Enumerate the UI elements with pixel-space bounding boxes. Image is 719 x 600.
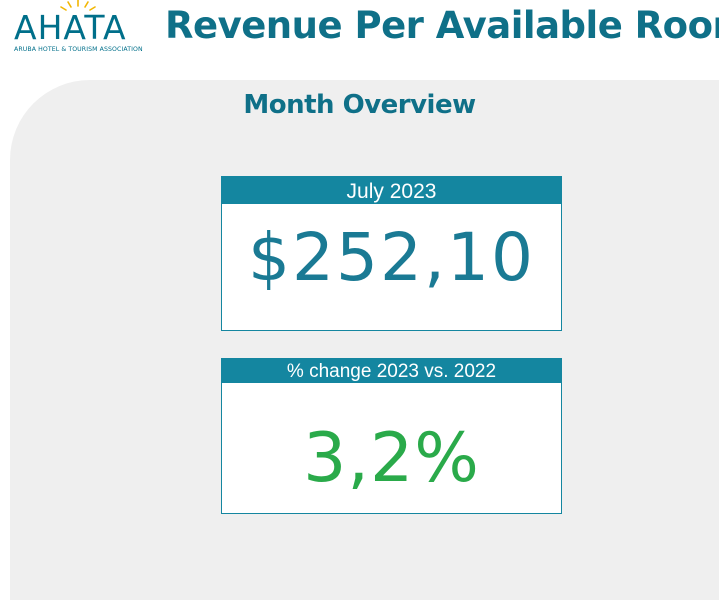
change-label: % change 2023 vs. 2022: [222, 359, 561, 385]
change-value: 3,2%: [303, 419, 480, 498]
ahata-logo: AHATA ARUBA HOTEL & TOURISM ASSOCIATION: [6, 0, 156, 60]
overview-title: Month Overview: [243, 90, 476, 120]
content-panel: [10, 80, 719, 600]
change-card: % change 2023 vs. 2022 3,2%: [221, 358, 562, 514]
month-label: July 2023: [222, 177, 561, 206]
page-title: Revenue Per Available Room: [165, 4, 719, 47]
month-revpar-card: July 2023 $252,10: [221, 176, 562, 331]
logo-wordmark: AHATA: [14, 8, 127, 47]
sun-icon: [60, 0, 96, 11]
revpar-value: $252,10: [248, 219, 535, 296]
logo-subtitle: ARUBA HOTEL & TOURISM ASSOCIATION: [14, 46, 143, 53]
